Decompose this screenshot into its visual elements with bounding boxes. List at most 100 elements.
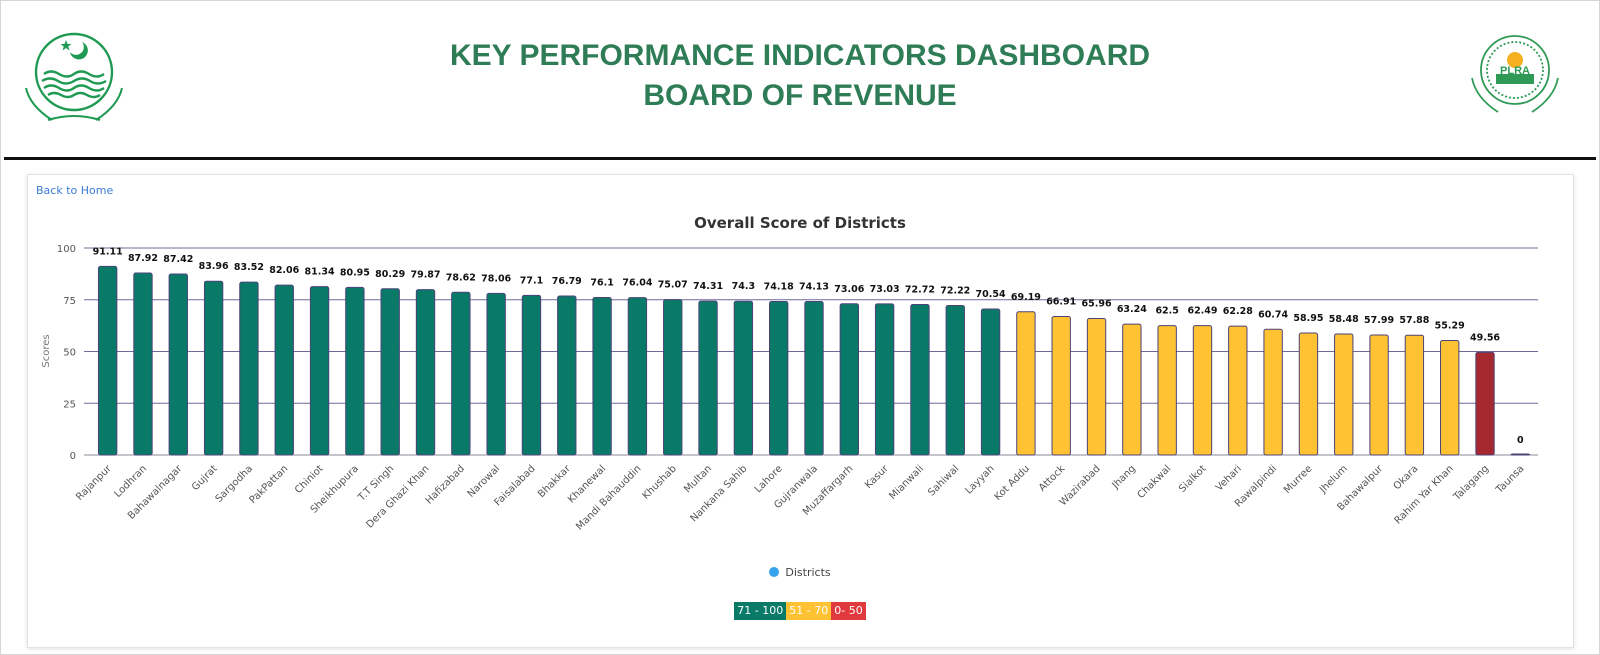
bar-murree[interactable]	[1298, 332, 1319, 456]
data-label: 83.96	[199, 261, 229, 272]
title-line-2: BOARD OF REVENUE	[643, 79, 957, 112]
data-label: 62.49	[1187, 306, 1217, 317]
bar-sahiwal[interactable]	[945, 305, 965, 456]
bar-pakpattan[interactable]	[274, 284, 294, 456]
bar-lodhran[interactable]	[133, 272, 153, 456]
data-label: 87.92	[128, 253, 158, 264]
bar-mianwali[interactable]	[910, 303, 930, 456]
data-label: 57.88	[1399, 315, 1429, 326]
back-to-home-link[interactable]: Back to Home	[36, 184, 114, 197]
data-label: 72.22	[940, 286, 970, 297]
x-tick-label: Khushab	[640, 463, 678, 501]
bar-rawalpindi[interactable]	[1263, 328, 1283, 456]
data-label: 60.74	[1258, 309, 1288, 320]
data-label: 77.1	[520, 275, 543, 286]
data-label: 78.62	[446, 272, 476, 283]
bar-hafizabad[interactable]	[451, 291, 471, 456]
bar-okara[interactable]	[1404, 334, 1425, 456]
bar-t-t-singh[interactable]	[380, 288, 400, 456]
data-label: 79.87	[410, 270, 440, 281]
bar-talagang[interactable]	[1475, 351, 1495, 456]
x-tick-label: Kasur	[863, 463, 891, 491]
x-tick-label: Taunsa	[1494, 463, 1527, 496]
bar-kot-addu[interactable]	[1016, 311, 1036, 456]
x-tick-label: Vehari	[1214, 463, 1244, 493]
bar-lahore[interactable]	[769, 300, 789, 456]
data-label: 69.19	[1011, 292, 1041, 303]
data-label: 82.06	[269, 265, 299, 276]
bar-bhakkar[interactable]	[557, 295, 577, 456]
x-tick-label: Layyah	[963, 463, 996, 496]
bar-mandi-bahauddin[interactable]	[627, 297, 648, 456]
data-label: 55.29	[1435, 321, 1465, 332]
bar-narowal[interactable]	[486, 292, 506, 456]
data-label: 74.3	[732, 281, 755, 292]
bar-rahim-yar-khan[interactable]	[1440, 340, 1460, 456]
data-label: 87.42	[163, 254, 193, 265]
chart-legend[interactable]: Districts	[0, 566, 1600, 579]
x-tick-label: Lodhran	[112, 463, 149, 500]
data-label: 58.95	[1293, 313, 1323, 324]
y-tick-label: 25	[63, 399, 76, 410]
bar-muzaffargarh[interactable]	[839, 303, 859, 456]
bar-sheikhupura[interactable]	[345, 286, 365, 456]
data-label: 49.56	[1470, 332, 1500, 343]
bar-sialkot[interactable]	[1192, 325, 1213, 456]
bar-faisalabad[interactable]	[521, 294, 542, 456]
title-line-1: KEY PERFORMANCE INDICATORS DASHBOARD	[449, 39, 1151, 72]
legend-label: Districts	[785, 566, 831, 579]
bar-jhelum[interactable]	[1334, 333, 1354, 456]
data-label: 58.48	[1329, 314, 1359, 325]
page-header: KEY PERFORMANCE INDICATORS DASHBOARD BOA…	[0, 0, 1600, 160]
data-label: 74.13	[799, 282, 829, 293]
bar-gujranwala[interactable]	[804, 301, 824, 456]
x-tick-label: Chiniot	[293, 463, 326, 496]
bar-jhang[interactable]	[1122, 323, 1142, 456]
bar-wazirabad[interactable]	[1086, 317, 1107, 456]
data-label: 80.29	[375, 269, 405, 280]
data-label: 62.5	[1155, 306, 1178, 317]
bar-chakwal[interactable]	[1157, 325, 1177, 456]
bar-layyah[interactable]	[980, 308, 1001, 456]
x-tick-label: Talagang	[1451, 463, 1491, 503]
data-label: 80.95	[340, 267, 370, 278]
x-tick-label: Narowal	[466, 463, 503, 500]
x-tick-label: Attock	[1037, 463, 1067, 493]
plra-logo: PLRA	[1471, 35, 1559, 113]
x-tick-label: Mianwali	[887, 463, 926, 502]
data-label: 57.99	[1364, 315, 1394, 326]
bar-sargodha[interactable]	[239, 281, 259, 456]
score-range-legend: 71 - 100 51 - 70 0- 50	[0, 602, 1600, 620]
bar-vehari[interactable]	[1228, 325, 1248, 456]
range-badge-mid: 51 - 70	[786, 602, 832, 620]
x-tick-label: Kot Addu	[992, 463, 1032, 503]
bar-multan[interactable]	[698, 300, 718, 456]
bar-gujrat[interactable]	[203, 280, 224, 456]
bar-rajanpur[interactable]	[97, 265, 118, 456]
bar-khanewal[interactable]	[592, 296, 612, 456]
bar-kasur[interactable]	[874, 303, 895, 456]
bars-layer	[97, 265, 1531, 456]
bar-bahawalpur[interactable]	[1369, 334, 1389, 456]
bar-taunsa[interactable]	[1510, 453, 1531, 456]
data-label: 83.52	[234, 262, 264, 273]
data-label: 76.1	[590, 277, 613, 288]
bar-attock[interactable]	[1051, 315, 1071, 456]
bar-chiniot[interactable]	[309, 286, 330, 456]
x-tick-label: Jhelum	[1317, 463, 1350, 496]
data-label: 74.31	[693, 281, 723, 292]
punjab-emblem-logo	[25, 32, 123, 121]
data-label: 0	[1517, 435, 1524, 446]
bar-khushab[interactable]	[663, 299, 683, 456]
bar-nankana-sahib[interactable]	[733, 300, 754, 456]
range-badge-low: 0- 50	[831, 602, 866, 620]
data-label: 65.96	[1082, 298, 1112, 309]
x-tick-label: Mandi Bahauddin	[574, 463, 643, 532]
x-tick-label: Multan	[682, 463, 714, 495]
bar-dera-ghazi-khan[interactable]	[415, 289, 436, 456]
x-tick-label: Okara	[1392, 463, 1421, 492]
range-badge-high: 71 - 100	[734, 602, 787, 620]
x-tick-label: Sahiwal	[926, 463, 961, 498]
bar-bahawalnagar[interactable]	[168, 273, 188, 456]
